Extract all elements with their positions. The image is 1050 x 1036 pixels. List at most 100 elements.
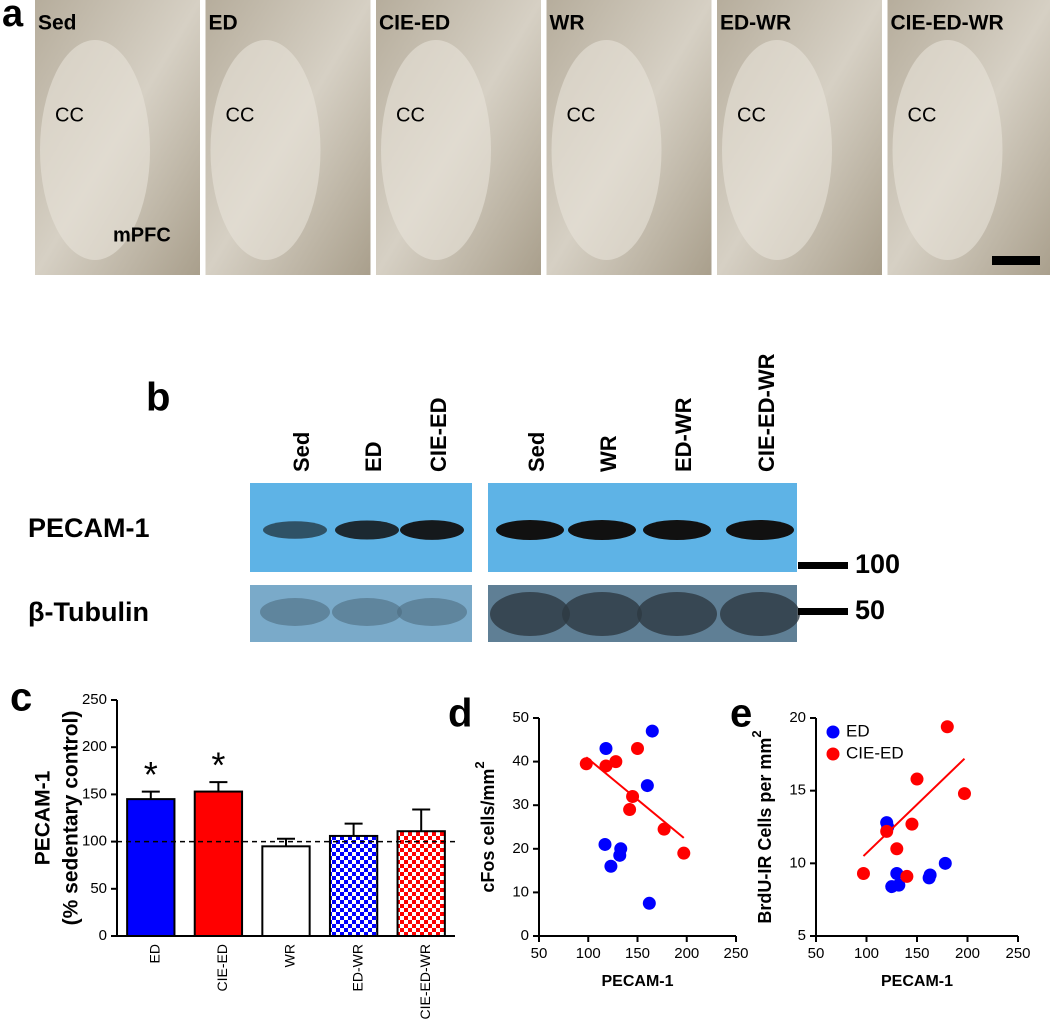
scale-bar [992, 256, 1040, 265]
y-axis-title-text: cFos cells/mm [478, 769, 498, 893]
point [598, 837, 612, 851]
panel-letter: c [10, 676, 32, 720]
bar [328, 834, 379, 937]
tissue-region [551, 40, 662, 260]
point [890, 867, 904, 881]
point [626, 789, 640, 803]
y-axis-title: cFos cells/mm2 [472, 761, 497, 892]
legend-label: CIE-ED [846, 743, 904, 762]
legend-label: ED [846, 721, 870, 740]
x-axis-title: PECAM-1 [881, 973, 953, 990]
y-axis-title-text: BrdU-IR Cells per mm [755, 738, 775, 924]
lane-label: Sed [289, 432, 314, 472]
x-tick-label: 150 [625, 945, 650, 962]
x-tick-label: 250 [1005, 945, 1030, 962]
y-axis-title-sup: 2 [472, 761, 487, 768]
point [677, 846, 691, 860]
point [645, 724, 659, 738]
point [599, 742, 613, 756]
y-tick-label: 20 [512, 840, 529, 857]
tissue-region [381, 40, 491, 260]
y-tick-label: 100 [82, 833, 107, 850]
band [643, 520, 711, 540]
point [923, 868, 937, 882]
image-title: Sed [38, 12, 77, 35]
y-tick-label: 10 [789, 854, 806, 871]
band [496, 520, 564, 540]
y-tick-label: 20 [789, 709, 806, 726]
region-label: CC [226, 104, 255, 126]
bar [126, 798, 176, 937]
y-axis-title: BrdU-IR Cells per mm2 [749, 730, 774, 923]
legend-marker [826, 725, 840, 739]
x-tick-label: 50 [531, 945, 548, 962]
lane-label: CIE-ED [426, 397, 451, 472]
marker-line [798, 608, 848, 615]
point [880, 824, 894, 838]
band [335, 520, 399, 540]
x-tick-label: 50 [808, 945, 825, 962]
point [623, 803, 637, 817]
band [726, 520, 794, 540]
band [568, 520, 636, 540]
point [613, 848, 627, 862]
point [631, 742, 644, 756]
region-label: mPFC [113, 224, 171, 246]
point [856, 867, 870, 881]
x-tick-label: 250 [723, 945, 748, 962]
image-title: CIE-ED [379, 12, 450, 35]
lane-label: Sed [524, 432, 549, 472]
point [642, 896, 656, 910]
y-tick-label: 10 [512, 883, 529, 900]
y-tick-label: 40 [512, 753, 529, 770]
y-axis-title: (% sedentary control) [60, 711, 83, 926]
image-title: WR [550, 12, 585, 35]
band [260, 598, 330, 626]
y-tick-label: 50 [512, 709, 529, 726]
lane-label: ED [361, 441, 386, 472]
significance: * [211, 745, 225, 786]
point [579, 757, 593, 771]
marker-label: 100 [855, 549, 900, 579]
significance: * [144, 754, 158, 795]
lane-label: CIE-ED-WR [754, 353, 779, 472]
region-label: CC [737, 104, 766, 126]
point [604, 859, 618, 873]
point [640, 779, 654, 793]
bar [261, 845, 311, 938]
y-tick-label: 30 [512, 796, 529, 813]
region-label: CC [396, 104, 425, 126]
tissue-region [40, 40, 150, 260]
y-tick-label: 0 [521, 927, 529, 944]
point [599, 759, 613, 773]
region-label: CC [908, 104, 937, 126]
row-label: β-Tubulin [28, 597, 149, 627]
x-tick-label: CIE-ED [214, 944, 230, 991]
x-tick-label: 150 [904, 945, 929, 962]
band [397, 598, 467, 626]
point [905, 817, 919, 831]
image-title: ED [209, 12, 238, 35]
x-tick-label: 100 [576, 945, 601, 962]
row-label: PECAM-1 [28, 513, 150, 543]
tissue-region [892, 40, 1003, 260]
region-label: CC [567, 104, 596, 126]
x-axis-title: PECAM-1 [601, 973, 673, 990]
point [938, 856, 952, 870]
y-tick-label: 150 [82, 785, 107, 802]
panel-letter: d [448, 692, 472, 736]
point [890, 842, 904, 856]
panel-letter: a [2, 0, 24, 35]
band [332, 598, 402, 626]
marker-label: 50 [855, 595, 885, 625]
lane-label: WR [596, 435, 621, 472]
y-axis-title: PECAM-1 [32, 770, 55, 865]
region-label: CC [55, 104, 84, 126]
image-title: CIE-ED-WR [891, 12, 1004, 35]
point [900, 869, 914, 883]
x-tick-label: 100 [854, 945, 879, 962]
bar [193, 790, 244, 937]
x-tick-label: 200 [955, 945, 980, 962]
panel-letter: e [730, 692, 752, 736]
